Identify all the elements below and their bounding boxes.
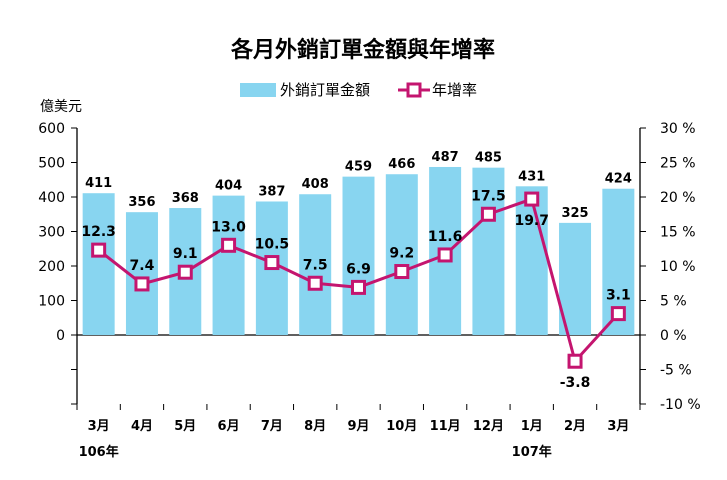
right-tick-label: 30 %: [660, 121, 696, 137]
left-tick-label: 400: [38, 190, 65, 206]
legend: 外銷訂單金額 年增率: [240, 81, 477, 99]
growth-rate-point: [437, 247, 453, 263]
right-tick-label: 0 %: [660, 328, 687, 344]
growth-rate-value-label: 9.2: [389, 246, 414, 262]
growth-rate-value-label: 11.6: [428, 229, 463, 245]
x-category-label: 1月: [521, 419, 543, 434]
x-year-label: 107年: [512, 444, 552, 460]
line-series: 12.3 7.4 9.1 13.0 10.5 7.5 6.9 9.2 11.6 17.5 19.7 -…: [81, 188, 630, 391]
bar: [342, 176, 375, 335]
growth-rate-point: [524, 191, 540, 207]
bar-value-label: 368: [172, 191, 199, 206]
growth-rate-value-label: 7.5: [303, 257, 328, 273]
x-category-label: 11月: [430, 419, 461, 434]
growth-rate-point: [307, 275, 323, 291]
growth-rate-point: [221, 237, 237, 253]
growth-rate-value-label: 9.1: [173, 246, 198, 262]
bar: [82, 193, 115, 335]
bar: [212, 195, 245, 335]
bar: [472, 167, 505, 335]
left-tick-label: 100: [38, 294, 65, 310]
x-category-label: 8月: [304, 419, 326, 434]
bar-value-label: 431: [518, 169, 545, 184]
bar-value-label: 356: [128, 195, 155, 210]
growth-rate-point: [480, 206, 496, 222]
legend-bar-swatch: [240, 83, 276, 97]
left-tick-label: 600: [38, 121, 65, 137]
growth-rate-value-label: 7.4: [130, 258, 155, 274]
right-tick-label: 10 %: [660, 259, 696, 275]
x-category-label: 10月: [386, 419, 417, 434]
bar-series: [82, 166, 635, 335]
growth-rate-value-label: 19.7: [514, 213, 549, 229]
growth-rate-point: [264, 255, 280, 271]
bar-value-labels: 411 356 368 404 387 408 459 466 487 485 431 325 424: [85, 150, 632, 221]
bar-value-label: 411: [85, 176, 112, 191]
bar-value-label: 466: [388, 157, 415, 172]
bar-value-label: 487: [432, 150, 459, 165]
bar-value-label: 404: [215, 179, 242, 194]
bar: [515, 186, 548, 335]
bar-value-label: 424: [605, 172, 632, 187]
x-category-label: 7月: [261, 419, 283, 434]
bar-value-label: 325: [561, 206, 588, 221]
bar: [125, 212, 158, 335]
bar: [385, 174, 418, 335]
right-tick-label: -10 %: [660, 397, 701, 413]
x-category-label: 9月: [347, 419, 369, 434]
left-tick-label: 500: [38, 156, 65, 172]
bar: [299, 194, 332, 335]
chart-title: 各月外銷訂單金額與年增率: [230, 37, 495, 63]
growth-rate-point: [91, 242, 107, 258]
right-tick-label: -5 %: [660, 363, 692, 379]
x-year-label: 106年: [79, 444, 119, 460]
x-axis-labels: 3月 4月 5月 6月 7月 8月 9月 10月 11月 12月 1月 2月 3月 106年 107年: [79, 419, 630, 460]
growth-rate-value-label: 6.9: [346, 261, 371, 277]
right-tick-label: 5 %: [660, 294, 687, 310]
growth-rate-value-label: 3.1: [606, 288, 631, 304]
legend-bar-label: 外銷訂單金額: [280, 81, 370, 99]
left-tick-label: 200: [38, 259, 65, 275]
legend-line-label: 年增率: [432, 81, 477, 99]
right-tick-label: 25 %: [660, 156, 696, 172]
left-tick-label: 300: [38, 225, 65, 241]
right-tick-label: 15 %: [660, 225, 696, 241]
legend-line-marker: [406, 82, 422, 98]
left-tick-label: 0: [56, 328, 65, 344]
bar-value-label: 408: [302, 177, 329, 192]
right-tick-label: 20 %: [660, 190, 696, 206]
growth-rate-point: [177, 264, 193, 280]
x-category-label: 4月: [131, 419, 153, 434]
bar-value-label: 387: [258, 184, 285, 199]
x-category-label: 2月: [564, 419, 586, 434]
bar-value-label: 485: [475, 151, 502, 166]
y-axis-unit-label: 億美元: [40, 99, 82, 115]
x-category-label: 6月: [218, 419, 240, 434]
growth-rate-value-label: 13.0: [211, 219, 246, 235]
x-category-label: 3月: [88, 419, 110, 434]
growth-rate-point: [351, 279, 366, 295]
growth-rate-value-label: 12.3: [81, 224, 116, 240]
x-category-label: 12月: [473, 419, 504, 434]
growth-rate-point: [567, 353, 583, 369]
growth-rate-point: [134, 276, 150, 292]
growth-rate-value-label: 17.5: [471, 188, 506, 204]
growth-rate-value-label: 10.5: [255, 237, 290, 253]
growth-rate-point: [610, 306, 626, 322]
bar-value-label: 459: [345, 160, 372, 175]
x-category-label: 3月: [607, 419, 629, 434]
x-category-label: 5月: [174, 419, 196, 434]
growth-rate-point: [394, 264, 410, 280]
growth-rate-value-label: -3.8: [560, 375, 591, 391]
axes: 600 500 400 300 200 100 0 30 % 25 % 20 % 15 % 10 % 5…: [38, 121, 700, 413]
